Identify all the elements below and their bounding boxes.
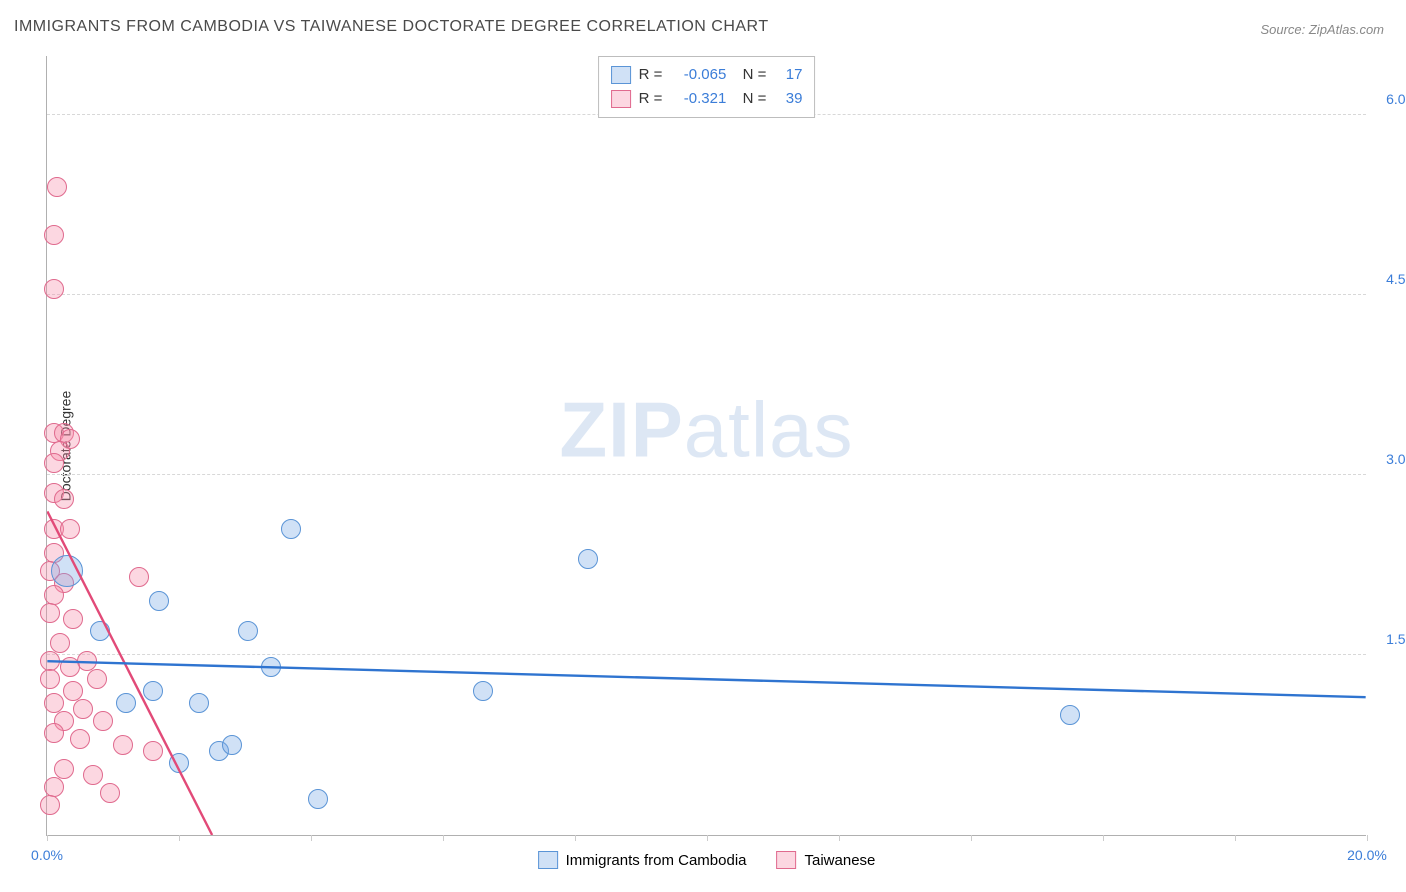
n-label: N =: [734, 87, 766, 111]
data-point: [44, 693, 64, 713]
data-point: [238, 621, 258, 641]
data-point: [40, 651, 60, 671]
data-point: [54, 489, 74, 509]
data-point: [149, 591, 169, 611]
series-legend: Immigrants from Cambodia Taiwanese: [538, 851, 876, 869]
data-point: [578, 549, 598, 569]
trend-lines: [47, 56, 1366, 835]
data-point: [83, 765, 103, 785]
data-point: [44, 585, 64, 605]
swatch-cambodia: [611, 66, 631, 84]
data-point: [189, 693, 209, 713]
data-point: [308, 789, 328, 809]
data-point: [44, 225, 64, 245]
data-point: [281, 519, 301, 539]
data-point: [63, 681, 83, 701]
x-tick-label: 20.0%: [1347, 847, 1387, 863]
data-point: [87, 669, 107, 689]
y-tick-label: 6.0%: [1386, 91, 1406, 107]
source-label: Source: ZipAtlas.com: [1260, 22, 1384, 37]
y-tick-label: 3.0%: [1386, 451, 1406, 467]
data-point: [100, 783, 120, 803]
data-point: [261, 657, 281, 677]
data-point: [116, 693, 136, 713]
r-value-cambodia: -0.065: [670, 63, 726, 87]
legend-row-cambodia: R = -0.065 N = 17: [611, 63, 803, 87]
data-point: [60, 657, 80, 677]
data-point: [1060, 705, 1080, 725]
n-value-taiwanese: 39: [774, 87, 802, 111]
chart-title: IMMIGRANTS FROM CAMBODIA VS TAIWANESE DO…: [14, 18, 769, 36]
swatch-taiwanese: [611, 90, 631, 108]
data-point: [51, 555, 83, 587]
data-point: [40, 603, 60, 623]
data-point: [44, 723, 64, 743]
r-value-taiwanese: -0.321: [670, 87, 726, 111]
data-point: [113, 735, 133, 755]
data-point: [73, 699, 93, 719]
chart-plot-area: ZIPatlas 1.5%3.0%4.5%6.0%0.0%20.0% R = -…: [46, 56, 1366, 836]
y-tick-label: 1.5%: [1386, 631, 1406, 647]
data-point: [47, 177, 67, 197]
data-point: [129, 567, 149, 587]
data-point: [169, 753, 189, 773]
legend-label-cambodia: Immigrants from Cambodia: [566, 852, 747, 869]
legend-label-taiwanese: Taiwanese: [805, 852, 876, 869]
data-point: [54, 759, 74, 779]
r-label: R =: [639, 87, 663, 111]
data-point: [70, 729, 90, 749]
legend-item-taiwanese: Taiwanese: [777, 851, 876, 869]
y-tick-label: 4.5%: [1386, 271, 1406, 287]
swatch-cambodia: [538, 851, 558, 869]
r-label: R =: [639, 63, 663, 87]
data-point: [44, 453, 64, 473]
data-point: [60, 519, 80, 539]
watermark-bold: ZIP: [559, 385, 683, 473]
watermark-light: atlas: [684, 385, 854, 473]
data-point: [44, 279, 64, 299]
x-tick-label: 0.0%: [31, 847, 63, 863]
data-point: [90, 621, 110, 641]
data-point: [143, 681, 163, 701]
data-point: [473, 681, 493, 701]
watermark: ZIPatlas: [559, 384, 853, 475]
data-point: [40, 669, 60, 689]
data-point: [50, 633, 70, 653]
data-point: [143, 741, 163, 761]
data-point: [40, 795, 60, 815]
data-point: [93, 711, 113, 731]
legend-item-cambodia: Immigrants from Cambodia: [538, 851, 747, 869]
swatch-taiwanese: [777, 851, 797, 869]
n-value-cambodia: 17: [774, 63, 802, 87]
correlation-legend: R = -0.065 N = 17 R = -0.321 N = 39: [598, 56, 816, 118]
data-point: [44, 777, 64, 797]
data-point: [222, 735, 242, 755]
n-label: N =: [734, 63, 766, 87]
data-point: [63, 609, 83, 629]
legend-row-taiwanese: R = -0.321 N = 39: [611, 87, 803, 111]
